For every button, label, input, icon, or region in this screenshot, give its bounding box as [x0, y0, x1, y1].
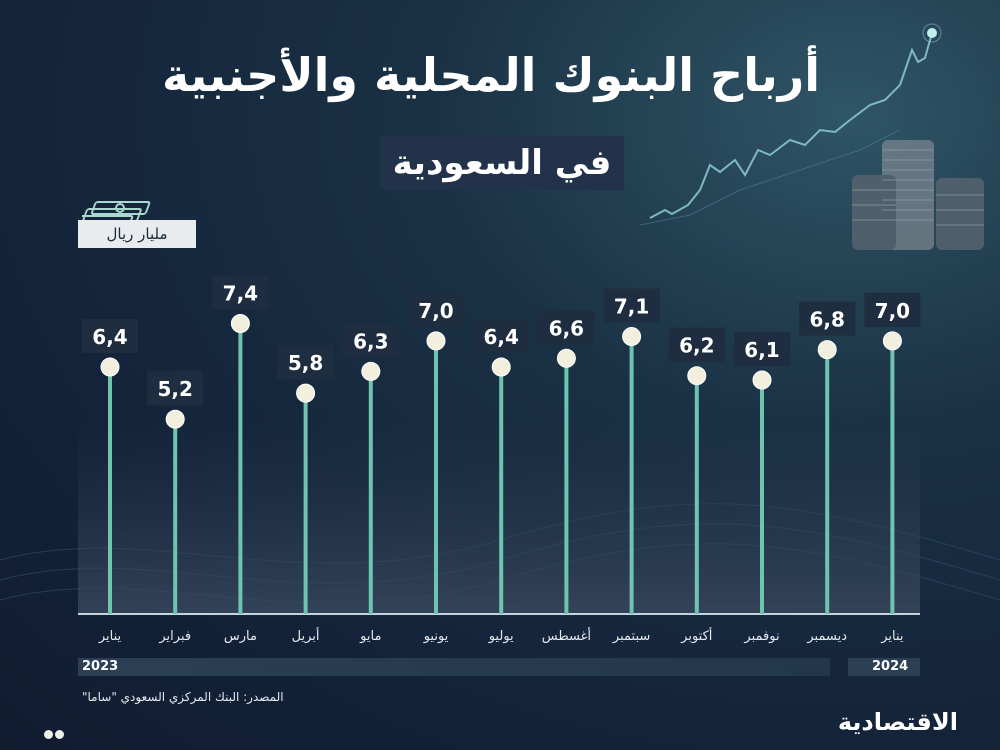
- year-label-2023: 2023: [82, 659, 119, 674]
- value-label: 6,1: [744, 338, 779, 362]
- value-label-box: [342, 323, 399, 358]
- value-label-box: [212, 275, 269, 310]
- data-point: [882, 331, 902, 351]
- data-point: [165, 409, 185, 429]
- category-label: أغسطس: [542, 627, 591, 644]
- value-label: 6,6: [549, 316, 584, 340]
- value-label-box: [473, 319, 530, 353]
- value-label: 7,0: [875, 299, 910, 323]
- value-label-box: [799, 301, 856, 336]
- dot: [44, 730, 53, 739]
- data-point: [687, 366, 707, 386]
- unit-label: مليار ريال: [78, 220, 196, 248]
- category-label: نوفمبر: [743, 629, 779, 644]
- value-label: 6,3: [353, 329, 388, 353]
- year-bar-2023: [78, 658, 830, 676]
- value-label: 6,8: [809, 308, 844, 332]
- value-label-box: [82, 319, 138, 353]
- data-point: [817, 340, 837, 360]
- data-point: [361, 361, 381, 381]
- category-label: مايو: [359, 629, 381, 644]
- value-label: 7,0: [418, 299, 453, 323]
- data-point: [622, 327, 642, 347]
- category-label: مارس: [224, 629, 257, 644]
- value-label-box: [734, 332, 790, 367]
- value-label: 6,4: [483, 325, 518, 349]
- value-label: 6,4: [92, 325, 127, 349]
- year-bar-2024: [848, 658, 920, 676]
- category-label: أكتوبر: [680, 627, 712, 644]
- source-note: المصدر: البنك المركزي السعودي "ساما": [82, 690, 284, 704]
- value-label-box: [668, 327, 725, 362]
- value-label: 5,2: [157, 377, 192, 401]
- value-label-box: [408, 292, 464, 327]
- value-label-box: [603, 288, 660, 323]
- page-subtitle: في السعودية: [380, 136, 624, 190]
- data-point: [230, 314, 250, 333]
- value-label-box: [864, 292, 921, 327]
- data-point: [556, 348, 576, 368]
- value-label-box: [538, 310, 595, 345]
- category-label: يناير: [880, 629, 904, 644]
- data-point: [491, 357, 511, 377]
- data-point: [426, 331, 446, 351]
- category-label: يناير: [98, 629, 122, 644]
- category-label: أبريل: [292, 627, 320, 644]
- data-point: [296, 383, 316, 403]
- year-label-2024: 2024: [872, 659, 909, 674]
- value-label: 7,1: [614, 295, 649, 319]
- plot-background: [78, 420, 920, 613]
- category-label: يونيو: [423, 629, 449, 644]
- data-point: [100, 357, 120, 377]
- value-label: 7,4: [223, 282, 258, 306]
- category-label: يوليو: [488, 629, 514, 644]
- brand-logo: الاقتصادية: [837, 708, 958, 736]
- value-label-box: [147, 371, 204, 406]
- category-label: فبراير: [158, 629, 191, 644]
- value-label-box: [277, 345, 334, 380]
- data-point: [752, 370, 772, 390]
- page-title: أرباح البنوك المحلية والأجنبية: [161, 48, 820, 102]
- value-label: 6,2: [679, 334, 714, 358]
- dot: [55, 730, 64, 739]
- category-label: سبتمبر: [612, 629, 650, 644]
- value-label: 5,8: [288, 351, 323, 375]
- pagination-dots: [44, 724, 66, 743]
- category-label: ديسمبر: [806, 629, 847, 644]
